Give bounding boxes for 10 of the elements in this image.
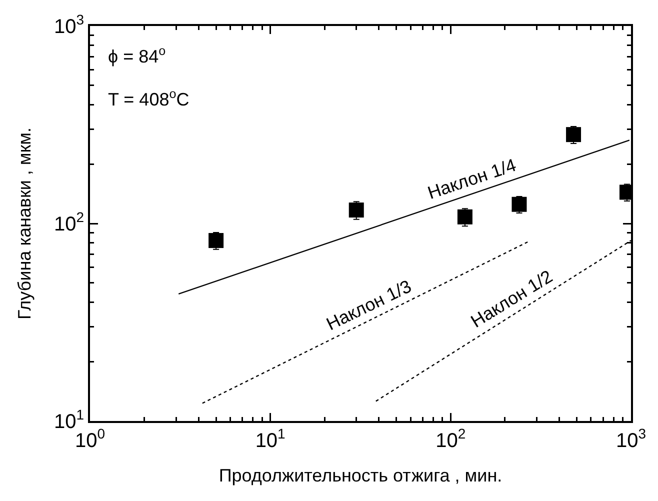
x-tick-label: 10$^{3}$: [616, 426, 646, 452]
x-tick-label: 10$^{2}$: [436, 426, 466, 452]
y-axis-title: Глубина канавки , мкм.: [14, 127, 35, 320]
annotation: ϕ = 84$^{o}$: [108, 44, 166, 67]
x-axis-title: Продолжительность отжига , мин.: [218, 466, 502, 486]
y-tick-label: 10$^{3}$: [54, 12, 84, 38]
y-tick-label: 10$^{2}$: [54, 209, 84, 236]
x-tick-label: 10$^{1}$: [255, 426, 286, 452]
annotation: Наклон 1/4: [425, 154, 518, 204]
annotation: T = 408$^{o}$C: [108, 87, 190, 110]
